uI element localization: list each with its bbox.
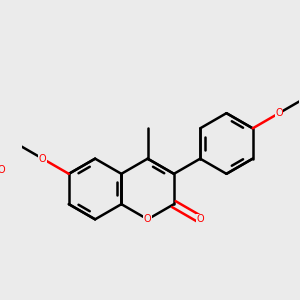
Text: O: O [0,165,5,175]
Text: O: O [39,154,46,164]
Text: O: O [275,108,283,118]
Text: O: O [144,214,152,224]
Text: O: O [196,214,204,224]
